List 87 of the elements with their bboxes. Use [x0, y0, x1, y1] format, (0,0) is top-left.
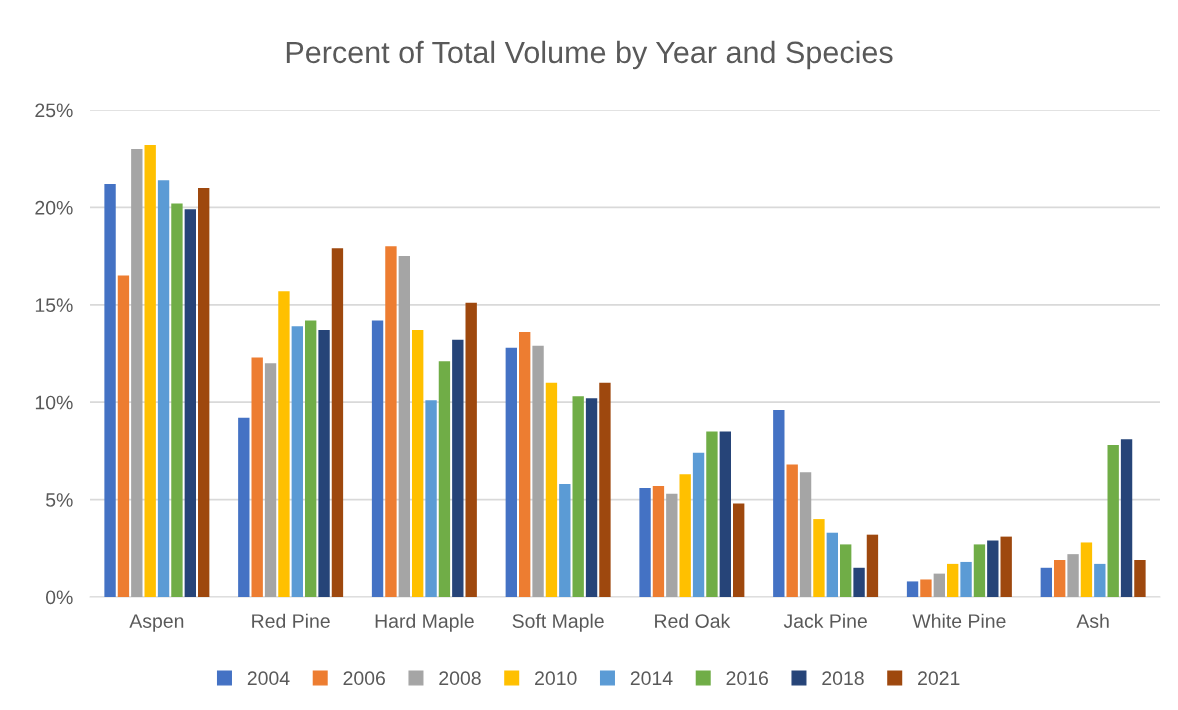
y-tick-label: 25%: [35, 103, 73, 118]
x-tick-label: Ash: [1076, 613, 1109, 628]
bar: [131, 148, 143, 597]
bar: [960, 561, 972, 597]
bar: [652, 485, 665, 597]
bar: [519, 332, 531, 597]
bar: [786, 464, 798, 597]
bar: [331, 248, 344, 597]
bar: [853, 567, 865, 597]
bar: [465, 302, 477, 597]
bar: [559, 484, 571, 597]
bar: [719, 431, 731, 597]
x-tick-label: Red Oak: [655, 613, 731, 628]
x-tick-label: Soft Maple: [512, 613, 604, 632]
bar: [920, 579, 932, 597]
bar: [826, 532, 838, 597]
bar: [1040, 567, 1052, 597]
y-tick-label: 10%: [35, 395, 73, 410]
x-tick-label: Aspen: [129, 614, 184, 632]
chart-title: Percent of Total Volume by Year and Species: [286, 40, 893, 70]
bar: [371, 320, 384, 597]
bar: [157, 180, 170, 597]
legend-label: 2018: [822, 671, 864, 686]
legend-label: 2004: [247, 671, 290, 686]
bar: [264, 363, 277, 597]
bar: [706, 431, 718, 597]
bar: [425, 400, 437, 597]
bar: [679, 474, 691, 597]
bar: [813, 519, 825, 597]
bar: [117, 275, 130, 597]
bar: [1000, 536, 1012, 597]
bar: [1054, 559, 1066, 597]
bar: [198, 187, 210, 597]
bar: [585, 398, 598, 597]
bar: [305, 320, 317, 597]
bar: [278, 291, 290, 597]
bar: [1080, 542, 1093, 597]
bar: [184, 209, 196, 597]
legend-label: 2010: [535, 671, 577, 686]
y-tick-label: 5%: [46, 493, 73, 507]
bar: [385, 246, 397, 597]
bar: [104, 184, 116, 597]
x-tick-label: White Pine: [912, 613, 1006, 628]
bar: [291, 326, 303, 597]
bar: [452, 339, 464, 597]
bar: [973, 544, 986, 597]
x-tick-label: Red Pine: [252, 613, 330, 628]
bar: [545, 382, 558, 597]
bar: [1107, 445, 1119, 597]
bar: [692, 452, 705, 597]
bar: [733, 503, 745, 597]
bar: [840, 544, 852, 597]
bar: [532, 345, 544, 597]
x-tick-label: Hard Maple: [375, 613, 474, 632]
bar: [1067, 554, 1079, 597]
y-tick-label: 15%: [35, 298, 73, 313]
bar: [438, 361, 451, 597]
bar: [947, 563, 959, 597]
x-tick-label: Jack Pine: [783, 613, 867, 628]
bar: [398, 256, 410, 597]
bar: [1094, 563, 1106, 597]
bar: [318, 330, 330, 597]
bar: [238, 417, 250, 597]
legend-label: 2016: [726, 671, 768, 686]
bar: [144, 145, 156, 597]
bar: [866, 534, 879, 597]
bar: [987, 540, 999, 597]
bar: [933, 573, 945, 597]
bar: [572, 396, 584, 597]
bar: [773, 409, 785, 597]
bar: [171, 203, 183, 597]
legend-label: 2021: [918, 671, 960, 686]
y-tick-label: 20%: [35, 200, 73, 215]
bar: [906, 581, 919, 597]
y-tick-label: 0%: [45, 590, 73, 605]
bar: [412, 330, 424, 597]
bar: [505, 347, 517, 597]
bar: [1120, 439, 1133, 597]
legend-label: 2008: [439, 671, 481, 686]
legend-label: 2006: [343, 671, 385, 686]
bar: [666, 493, 678, 597]
bar: [639, 487, 651, 597]
bar: [799, 472, 812, 597]
bar: [251, 357, 263, 597]
legend-label: 2014: [630, 671, 673, 686]
bar: [1134, 559, 1146, 597]
bar: [599, 382, 611, 597]
